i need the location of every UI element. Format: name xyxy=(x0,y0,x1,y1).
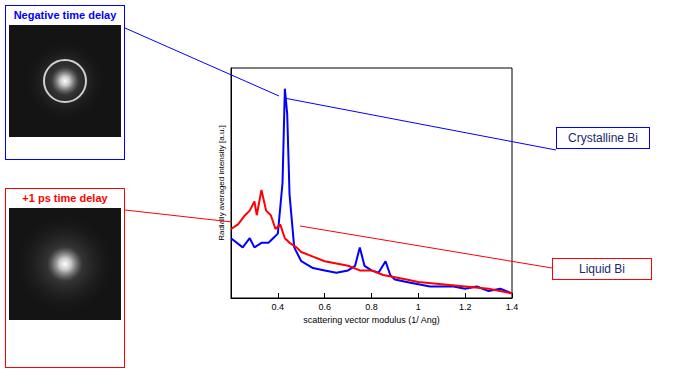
svg-text:scattering vector modulus (1/: scattering vector modulus (1/ Ang) xyxy=(303,315,440,325)
svg-text:Radially averaged intensity [a: Radially averaged intensity [a.u.] xyxy=(217,125,226,241)
svg-text:1.4: 1.4 xyxy=(506,302,519,312)
html-text:Liquid Bi: Liquid Bi xyxy=(579,262,625,276)
svg-text:0.8: 0.8 xyxy=(365,302,378,312)
html-text:Negative time delay: Negative time delay xyxy=(13,9,117,21)
html-text:Crystalline Bi: Crystalline Bi xyxy=(568,131,638,145)
svg-text:1: 1 xyxy=(416,302,421,312)
svg-text:1.2: 1.2 xyxy=(459,302,472,312)
svg-text:0.6: 0.6 xyxy=(318,302,331,312)
html-text:+1 ps time delay: +1 ps time delay xyxy=(22,192,108,204)
svg-text:0.4: 0.4 xyxy=(272,302,285,312)
